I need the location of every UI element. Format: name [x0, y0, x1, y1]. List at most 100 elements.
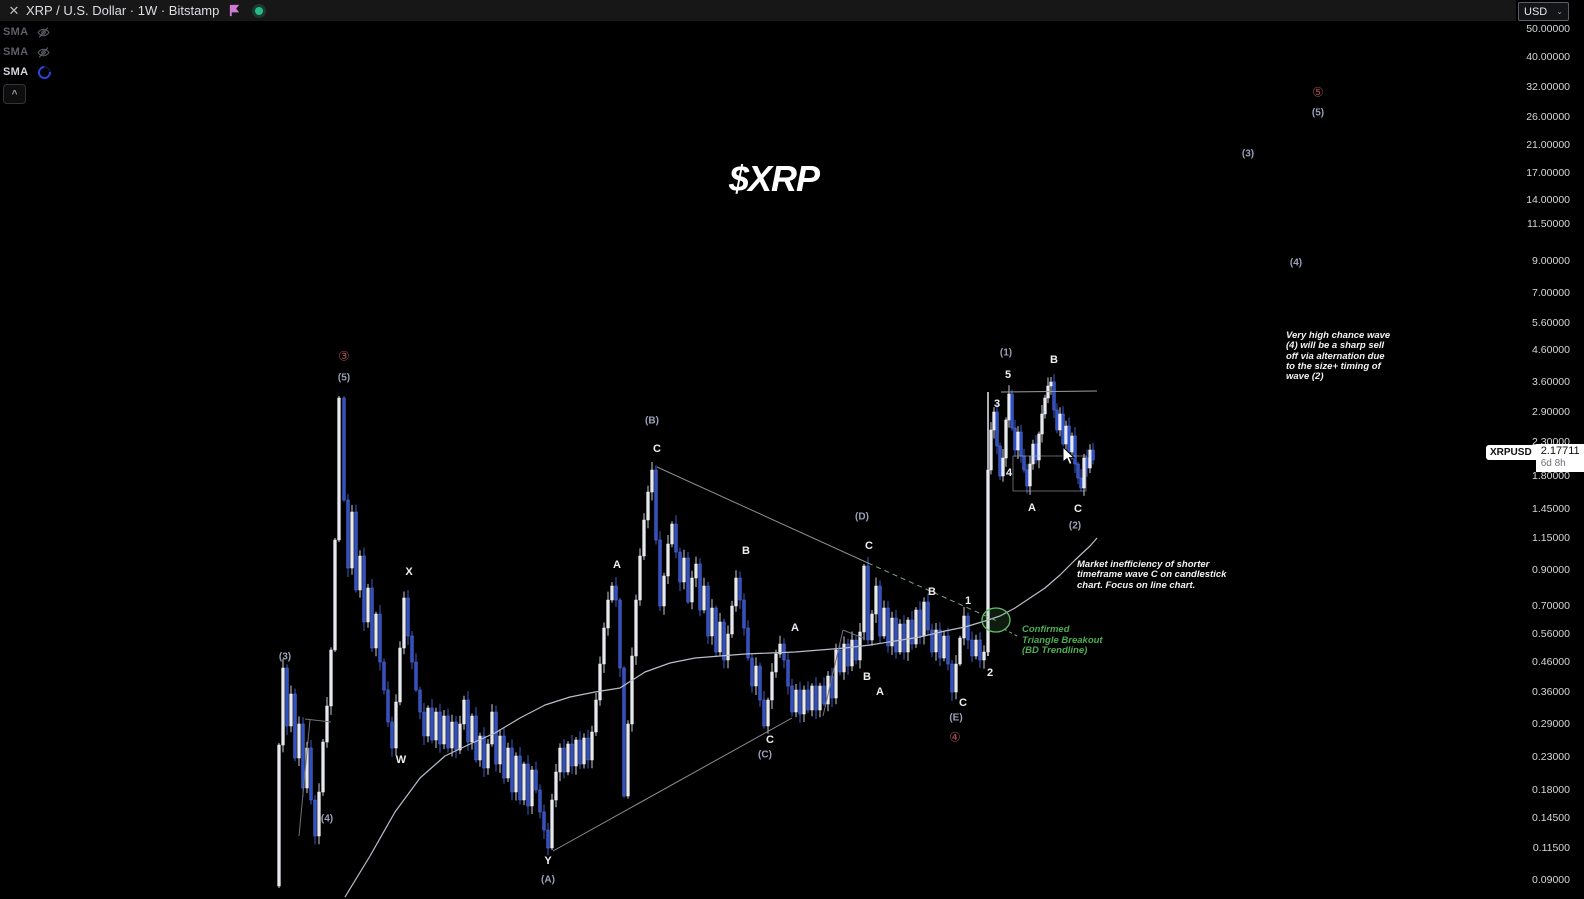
- current-price-label: XRPUSD 2.17711 6d 8h: [1486, 444, 1584, 472]
- wave-label-X[interactable]: X: [405, 566, 413, 578]
- axis-tick: 1.45000: [1532, 503, 1570, 515]
- wave-label-A[interactable]: A: [876, 686, 884, 698]
- axis-tick: 0.14500: [1532, 812, 1570, 824]
- axis-tick: 5.60000: [1532, 317, 1570, 329]
- small-channel-line[interactable]: [822, 629, 844, 717]
- wave-label-1[interactable]: (1): [1000, 348, 1012, 359]
- wave-label-3[interactable]: (3): [1242, 149, 1254, 160]
- ac-lower-trendline[interactable]: [552, 717, 793, 852]
- wave-label-B[interactable]: B: [863, 671, 871, 683]
- wave-label-C[interactable]: C: [865, 540, 873, 552]
- price-label-countdown: 6d 8h: [1540, 458, 1566, 469]
- wave-label-③[interactable]: ③: [338, 348, 350, 363]
- axis-tick: 0.70000: [1532, 600, 1570, 612]
- wave-label-Y[interactable]: Y: [544, 855, 552, 867]
- axis-tick: 50.00000: [1526, 23, 1570, 35]
- symbol-info-bar: ✕ XRP / U.S. Dollar · 1W · Bitstamp: [0, 0, 1516, 21]
- wave-label-A[interactable]: A: [791, 622, 799, 634]
- sma-label[interactable]: SMA: [3, 46, 29, 58]
- wave-label-2[interactable]: (2): [1069, 521, 1081, 532]
- axis-tick: 40.00000: [1526, 51, 1570, 63]
- wave-label-3[interactable]: 3: [994, 398, 1000, 410]
- wave-label-B[interactable]: B: [742, 545, 750, 557]
- wave-label-A[interactable]: (A): [541, 875, 555, 886]
- breakout-pointer-line: [1003, 628, 1018, 637]
- sma-line[interactable]: [344, 537, 1098, 898]
- wave-label-E[interactable]: (E): [949, 713, 962, 724]
- axis-tick: 26.00000: [1526, 111, 1570, 123]
- small-channel-line[interactable]: [842, 629, 864, 639]
- symbol-title[interactable]: XRP / U.S. Dollar · 1W · Bitstamp: [26, 3, 220, 18]
- wave-label-A[interactable]: A: [1028, 502, 1036, 514]
- axis-tick: 17.00000: [1526, 167, 1570, 179]
- axis-tick: 32.00000: [1526, 81, 1570, 93]
- wave-label-C[interactable]: C: [1074, 503, 1082, 515]
- axis-tick: 0.11500: [1532, 842, 1570, 854]
- bd-upper-trendline[interactable]: [656, 466, 869, 564]
- small-left-line[interactable]: [298, 719, 311, 837]
- axis-tick: 14.00000: [1526, 194, 1570, 206]
- wave-label-2[interactable]: 2: [987, 667, 993, 679]
- wave-label-⑤[interactable]: ⑤: [1312, 84, 1324, 99]
- flag-icon[interactable]: [228, 4, 241, 17]
- wave-label-3[interactable]: (3): [279, 652, 291, 663]
- wave-label-D[interactable]: (D): [855, 512, 869, 523]
- axis-tick: 4.60000: [1532, 344, 1570, 356]
- currency-label: USD: [1524, 5, 1548, 18]
- wave-label-5[interactable]: (5): [1312, 108, 1324, 119]
- wave5-resistance-line[interactable]: [1000, 390, 1098, 393]
- axis-tick: 1.80000: [1532, 470, 1570, 482]
- axis-tick: 2.90000: [1532, 406, 1570, 418]
- axis-tick: 3.60000: [1532, 376, 1570, 388]
- eye-off-icon[interactable]: [37, 46, 50, 59]
- mouse-cursor: [1062, 446, 1076, 466]
- wave-label-C[interactable]: C: [653, 443, 661, 455]
- currency-toggle-button[interactable]: USD ⌄: [1518, 2, 1569, 21]
- annotation-wave4-warning[interactable]: Very high chance wave (4) will be a shar…: [1286, 330, 1391, 383]
- wave-label-4[interactable]: (4): [1290, 258, 1302, 269]
- indicator-row-sma-2: SMA: [3, 44, 50, 60]
- bd-trendline-extension[interactable]: [867, 562, 998, 622]
- wave4-box[interactable]: [1012, 455, 1087, 492]
- axis-tick: 0.90000: [1532, 564, 1570, 576]
- axis-tick: 0.56000: [1532, 628, 1570, 640]
- wave-label-B[interactable]: B: [928, 586, 936, 598]
- axis-tick: 0.23000: [1532, 751, 1570, 763]
- wave-label-4[interactable]: 4: [1006, 467, 1013, 479]
- candlestick-series[interactable]: [277, 374, 1095, 888]
- wave-label-C[interactable]: (C): [758, 750, 772, 761]
- axis-tick: 1.15000: [1532, 532, 1570, 544]
- axis-tick: 21.00000: [1526, 139, 1570, 151]
- wave-label-W[interactable]: W: [396, 754, 407, 766]
- market-status-dot[interactable]: [255, 6, 264, 15]
- sma-label[interactable]: SMA: [3, 66, 29, 78]
- symbol-watermark: $XRP: [728, 158, 820, 199]
- axis-tick: 0.18000: [1532, 784, 1570, 796]
- annotation-market-inefficiency[interactable]: Market inefficiency of shorter timeframe…: [1077, 559, 1227, 591]
- breakout-circle[interactable]: [981, 607, 1011, 633]
- annotation-triangle-breakout[interactable]: Confirmed Triangle Breakout (BD Trendlin…: [1022, 624, 1103, 656]
- wave-label-5[interactable]: (5): [338, 373, 350, 384]
- axis-tick: 11.50000: [1526, 218, 1570, 230]
- wave-label-C[interactable]: C: [766, 734, 774, 746]
- wave-label-B[interactable]: B: [1050, 354, 1058, 366]
- chevron-down-icon: ⌄: [1556, 7, 1563, 16]
- sma-label[interactable]: SMA: [3, 26, 29, 38]
- wave-label-5[interactable]: 5: [1005, 369, 1011, 381]
- axis-tick: 7.00000: [1532, 287, 1570, 299]
- price-label-symbol: XRPUSD: [1486, 445, 1536, 460]
- close-icon[interactable]: ✕: [8, 2, 20, 18]
- wave-label-C[interactable]: C: [959, 697, 967, 709]
- axis-tick: 0.09000: [1532, 874, 1570, 886]
- eye-off-icon[interactable]: [37, 26, 50, 39]
- axis-tick: 0.29000: [1532, 718, 1570, 730]
- wave-label-B[interactable]: (B): [645, 416, 659, 427]
- legend-collapse-button[interactable]: ^: [3, 84, 26, 104]
- small-left-neckline[interactable]: [304, 718, 332, 723]
- wave-label-④[interactable]: ④: [949, 729, 961, 744]
- wave-label-A[interactable]: A: [613, 559, 621, 571]
- wave-label-1[interactable]: 1: [965, 595, 971, 607]
- indicator-row-sma-3: SMA: [3, 62, 55, 82]
- wave-label-4[interactable]: (4): [321, 814, 333, 825]
